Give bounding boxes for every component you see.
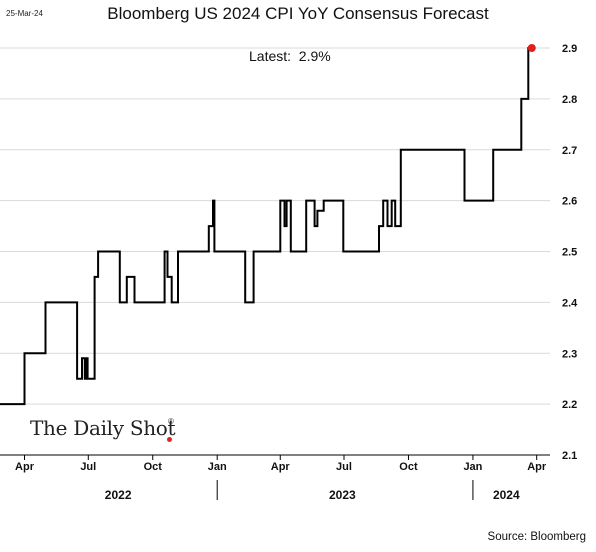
- date-stamp: 25-Mar-24: [6, 9, 43, 18]
- source-note: Source: Bloomberg: [487, 531, 586, 543]
- y-tick-label: 2.5: [562, 247, 577, 259]
- x-tick-label: Apr: [527, 461, 547, 473]
- y-tick-label: 2.4: [562, 297, 578, 309]
- x-tick-label: Jan: [463, 461, 482, 473]
- brand-registered-mark: ®: [168, 417, 174, 426]
- series-line: [0, 47, 532, 406]
- y-tick-label: 2.3: [562, 348, 577, 360]
- x-tick-label: Apr: [15, 461, 35, 473]
- x-tick-label: Apr: [271, 461, 291, 473]
- year-label: 2023: [329, 488, 356, 502]
- x-tick-label: Jan: [208, 461, 227, 473]
- y-tick-label: 2.6: [562, 196, 577, 208]
- x-tick-label: Oct: [399, 461, 418, 473]
- year-label: 2024: [492, 488, 520, 502]
- y-tick-label: 2.8: [562, 94, 577, 106]
- y-tick-label: 2.1: [562, 450, 577, 462]
- latest-annotation: Latest: 2.9%: [249, 48, 331, 64]
- chart-title: Bloomberg US 2024 CPI YoY Consensus Fore…: [107, 4, 489, 23]
- year-label: 2022: [104, 488, 132, 502]
- x-tick-label: Jul: [336, 461, 352, 473]
- x-tick-label: Jul: [80, 461, 96, 473]
- y-tick-label: 2.7: [562, 145, 577, 157]
- brand-logo-text: The Daily Shot: [30, 416, 176, 440]
- latest-point-marker: [527, 44, 536, 52]
- y-tick-label: 2.9: [562, 43, 577, 55]
- brand-dot: [167, 437, 172, 442]
- x-tick-label: Oct: [144, 461, 163, 473]
- y-tick-label: 2.2: [562, 399, 577, 411]
